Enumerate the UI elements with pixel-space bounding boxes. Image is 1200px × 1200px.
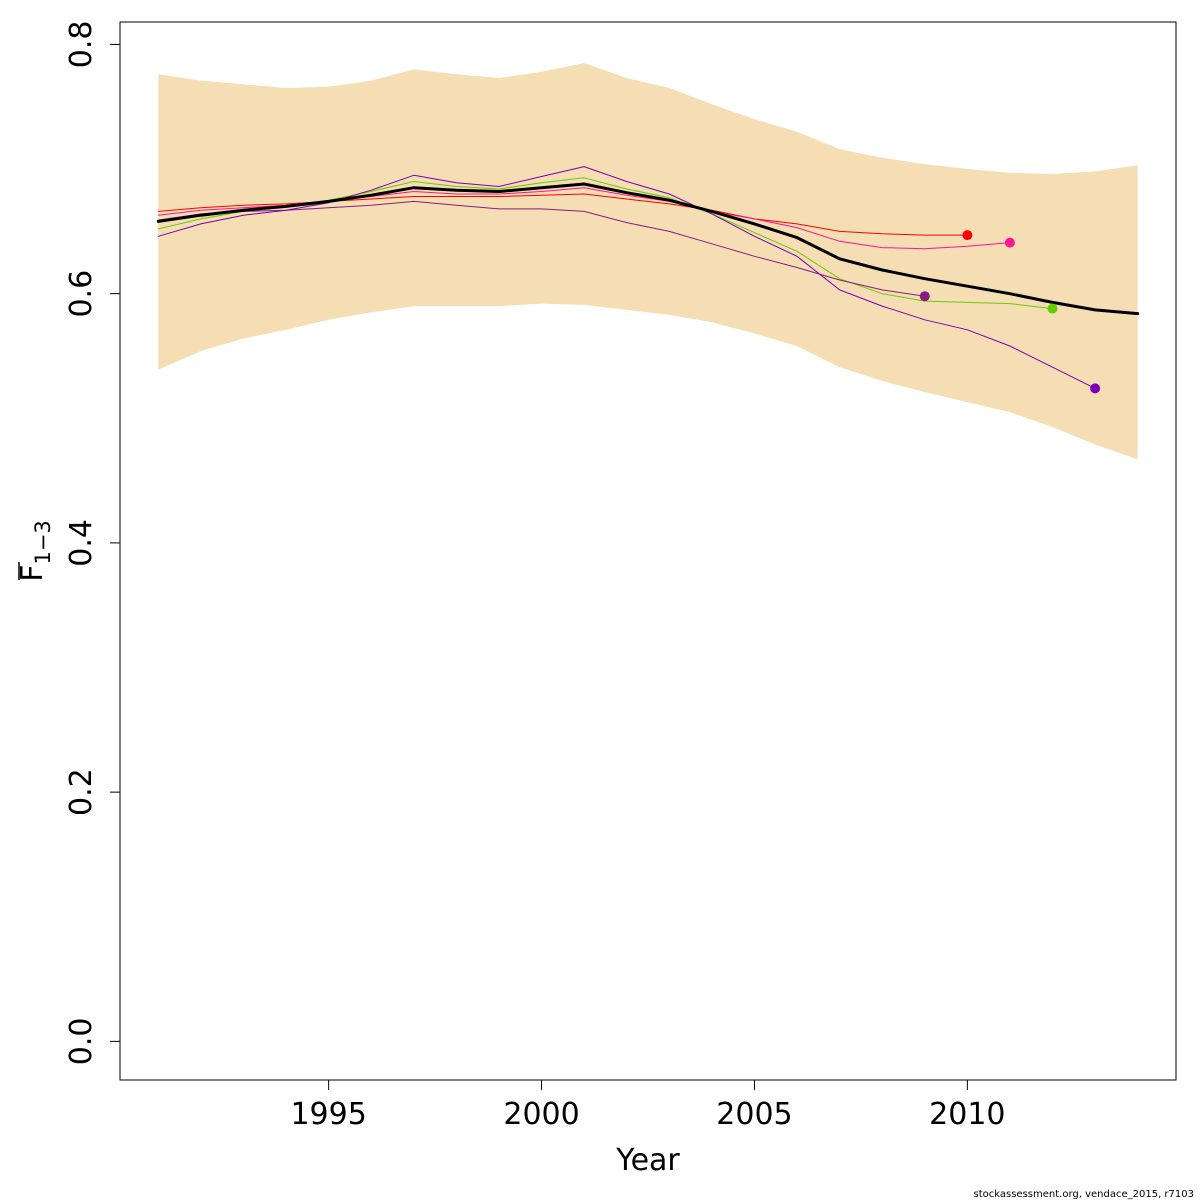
plot-frame — [119, 21, 1177, 1081]
confidence-band-layer — [158, 63, 1138, 460]
y-axis-title-main: F — [15, 565, 50, 582]
series-line-retro-1 — [157, 193, 968, 236]
y-tick-label-0.2: 0.2 — [64, 768, 99, 816]
series-endpoint-5 — [1090, 383, 1101, 394]
svg-text:F1−3: F1−3 — [15, 520, 55, 582]
x-tick-label-2005: 2005 — [716, 1097, 792, 1132]
x-tick-label-2000: 2000 — [503, 1097, 579, 1132]
x-tick-label-1995: 1995 — [290, 1097, 366, 1132]
series-line-retro-5 — [157, 166, 1096, 389]
confidence-band — [158, 63, 1138, 460]
y-tick-label-0.4: 0.4 — [64, 519, 99, 567]
series-endpoint-1 — [962, 230, 973, 241]
series-line-main — [156, 182, 1140, 316]
series-endpoint-2 — [1004, 237, 1015, 248]
endpoint-layer — [919, 230, 1101, 394]
y-axis-title: F1−3 — [15, 520, 55, 582]
y-tick-label-0.6: 0.6 — [64, 270, 99, 318]
y-axis-title-subscript: 1−3 — [31, 520, 55, 564]
y-tick-label-0.8: 0.8 — [64, 21, 99, 69]
y-axis: 0.0 0.2 0.4 0.6 0.8 — [64, 21, 120, 1066]
x-axis: 1995 2000 2005 2010 — [290, 1080, 1006, 1132]
x-tick-label-2010: 2010 — [929, 1097, 1005, 1132]
series-layer — [156, 166, 1140, 389]
x-axis-title: Year — [615, 1143, 680, 1178]
series-endpoint-4 — [919, 291, 930, 302]
footer-note: stockassessment.org, vendace_2015, r7103 — [974, 1189, 1194, 1200]
series-endpoint-3 — [1047, 303, 1058, 314]
y-tick-label-0.0: 0.0 — [64, 1018, 99, 1066]
